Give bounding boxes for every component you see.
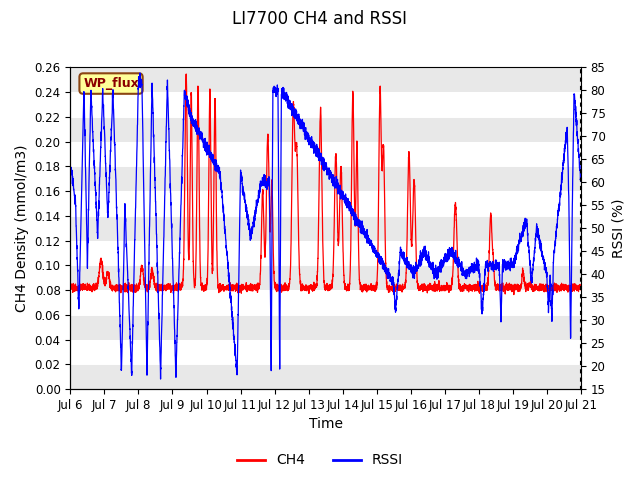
Legend: CH4, RSSI: CH4, RSSI — [232, 448, 408, 473]
Bar — [70, 67, 581, 92]
Bar — [70, 315, 581, 340]
Bar — [70, 265, 581, 290]
Y-axis label: RSSI (%): RSSI (%) — [611, 199, 625, 258]
Bar — [70, 216, 581, 240]
Bar — [70, 117, 581, 142]
Bar — [70, 364, 581, 389]
Bar — [70, 167, 581, 191]
X-axis label: Time: Time — [308, 418, 342, 432]
Text: WP_flux: WP_flux — [83, 77, 139, 90]
Y-axis label: CH4 Density (mmol/m3): CH4 Density (mmol/m3) — [15, 144, 29, 312]
Text: LI7700 CH4 and RSSI: LI7700 CH4 and RSSI — [232, 10, 408, 28]
